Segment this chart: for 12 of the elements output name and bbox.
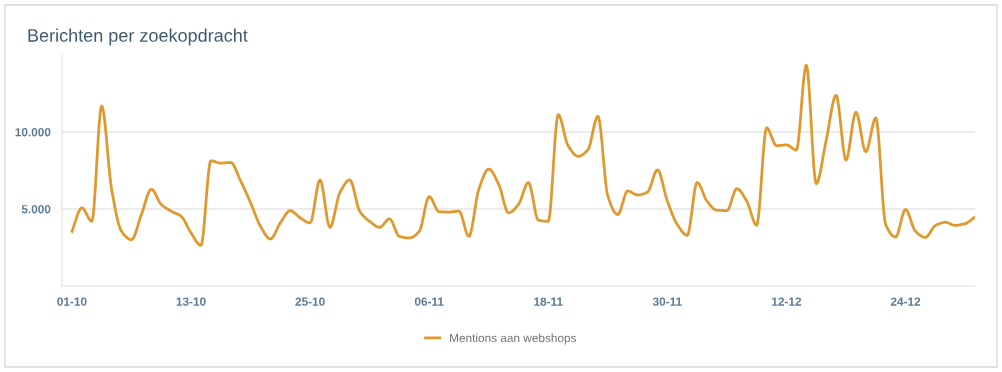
legend-label: Mentions aan webshops: [450, 333, 577, 345]
y-tick-label: 10.000: [15, 128, 51, 137]
x-tick-label: 01-10: [57, 297, 87, 306]
x-tick-label: 30-11: [652, 297, 682, 306]
x-tick-label: 12-12: [772, 297, 802, 306]
x-tick-label: 24-12: [890, 297, 921, 306]
x-tick-label: 18-11: [534, 297, 563, 306]
x-tick-label: 06-11: [414, 297, 444, 306]
chart-title: Berichten per zoekopdracht: [28, 28, 248, 46]
x-tick-label: 13-10: [176, 297, 206, 306]
y-tick-label: 5.000: [21, 205, 51, 214]
x-tick-label: 25-10: [295, 297, 325, 306]
